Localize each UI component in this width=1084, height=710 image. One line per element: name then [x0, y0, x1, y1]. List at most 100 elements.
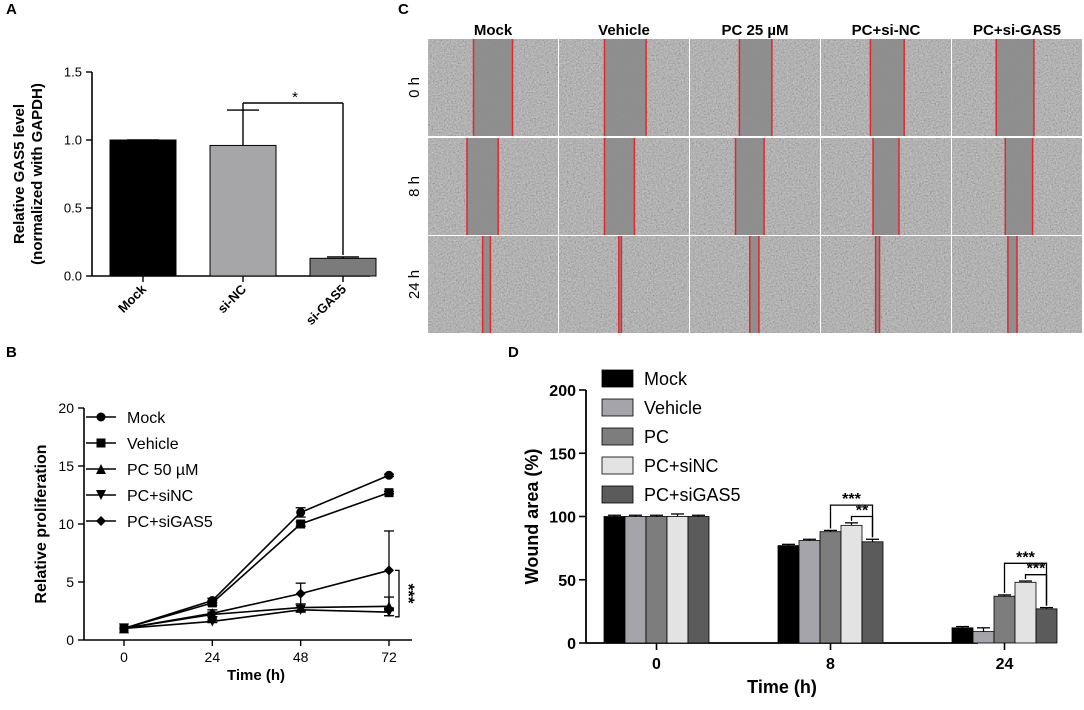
legend-marker — [96, 412, 106, 422]
column-header: PC+si-NC — [852, 22, 921, 39]
legend-swatch — [601, 398, 634, 417]
significance-label: *** — [842, 491, 861, 508]
legend-swatch — [601, 369, 634, 388]
legend-label: Mock — [644, 369, 688, 389]
bar-si-nc — [209, 144, 277, 277]
wound-gap — [749, 236, 759, 333]
legend-marker — [96, 490, 106, 500]
x-tick-label: 0 — [652, 656, 661, 673]
legend-swatch — [601, 456, 634, 475]
bar-pc-sinc — [840, 524, 863, 644]
legend-label: PC+siGAS5 — [127, 514, 213, 531]
bar-mock — [777, 545, 800, 644]
y-tick-label: 50 — [558, 573, 576, 590]
y-tick-label: 1.0 — [64, 133, 82, 148]
significance-bracket — [395, 569, 400, 618]
cell-texture — [559, 236, 689, 333]
bar-pc-sinc — [666, 516, 689, 644]
data-point — [384, 470, 394, 480]
panel-a-chart: 0.0 0.5 1.0 1.5 Mock si-NC si-GAS5 * Relative GA… — [11, 65, 377, 328]
significance-label: * — [292, 89, 298, 106]
panel-a-letter: A — [6, 1, 17, 18]
wound-gap — [735, 138, 765, 235]
column-header: Mock — [474, 22, 513, 39]
data-point — [384, 565, 394, 576]
y-axis-label: Wound area (%) — [522, 449, 542, 585]
data-point — [296, 507, 306, 517]
column-header: Vehicle — [598, 22, 650, 39]
legend-label: PC+siNC — [644, 456, 719, 476]
y-tick-label: 0 — [567, 636, 576, 653]
wound-gap — [739, 39, 772, 136]
legend-marker — [96, 516, 106, 526]
x-tick-label: 24 — [996, 656, 1014, 673]
row-label: 0 h — [406, 77, 423, 98]
legend-marker — [96, 464, 106, 474]
bar-mock — [109, 139, 177, 277]
wound-gap — [473, 39, 513, 136]
legend-label: Mock — [127, 410, 166, 427]
y-tick-label: 5 — [66, 574, 74, 590]
y-tick-label: 200 — [549, 383, 576, 400]
data-point — [207, 608, 218, 619]
data-point — [296, 519, 306, 529]
bar-pc-sinc — [1014, 581, 1037, 644]
y-tick-label: 150 — [549, 446, 576, 463]
wound-gap — [618, 236, 622, 333]
x-tick-label: si-NC — [215, 281, 250, 316]
panel-d-chart: 0 50 100 150 200 Wound area (%) 0 8 24 Time (h) Mo… — [522, 369, 1058, 697]
data-point — [207, 616, 218, 627]
y-tick-label: 0 — [66, 632, 74, 648]
y-tick-label: 1.5 — [64, 65, 82, 80]
x-tick-label: 0 — [120, 649, 128, 665]
significance-label: *** — [399, 584, 418, 604]
data-point — [207, 598, 217, 608]
panel-b-letter: B — [6, 344, 17, 361]
wound-gap — [1007, 236, 1017, 333]
wound-gap — [604, 138, 635, 235]
data-point — [119, 623, 129, 634]
row-label: 24 h — [406, 270, 423, 299]
data-point — [295, 588, 306, 599]
data-point — [295, 604, 306, 615]
y-tick-label: 20 — [58, 400, 74, 416]
wound-gap — [996, 39, 1034, 136]
legend-swatch — [601, 427, 634, 446]
legend-label: PC 50 µM — [127, 462, 198, 479]
bar-mock — [951, 627, 974, 644]
wound-gap — [482, 236, 491, 333]
legend-label: Vehicle — [127, 436, 179, 453]
legend-label: PC+siGAS5 — [644, 485, 741, 505]
x-tick-label: 24 — [205, 649, 221, 665]
data-point — [384, 488, 394, 498]
panel-d-letter: D — [508, 344, 519, 361]
significance-label: *** — [1027, 561, 1046, 578]
series-line-0 — [123, 474, 390, 630]
x-tick-label: si-GAS5 — [303, 282, 349, 328]
bar-si-gas5 — [309, 257, 377, 277]
series-line-4 — [123, 569, 390, 630]
x-tick-label: 48 — [293, 649, 309, 665]
legend-label: PC — [644, 427, 669, 447]
x-tick-label: 8 — [826, 656, 835, 673]
y-tick-label: 15 — [58, 458, 74, 474]
row-label: 8 h — [406, 176, 423, 197]
y-tick-label: 100 — [549, 510, 576, 527]
x-tick-label: Mock — [115, 281, 150, 316]
significance-label: ** — [856, 503, 869, 520]
y-tick-label: 0.5 — [64, 201, 82, 216]
cell-texture — [428, 236, 558, 333]
wound-gap — [873, 138, 899, 235]
y-tick-label: 10 — [58, 516, 74, 532]
wound-gap — [1005, 138, 1033, 235]
x-axis-label: Time (h) — [747, 677, 817, 697]
wound-gap — [604, 39, 647, 136]
significance-bracket — [850, 515, 874, 538]
bar-pc-sigas5 — [1035, 608, 1058, 644]
bar-pc — [645, 516, 668, 644]
panel-b-chart: 0 5 10 15 20 0 24 48 72 Time (h) Relative prolifer… — [33, 400, 418, 684]
wound-gap — [870, 39, 905, 136]
significance-label: *** — [1016, 549, 1035, 566]
bar-pc-sigas5 — [687, 516, 710, 644]
bar-pc — [993, 595, 1016, 644]
